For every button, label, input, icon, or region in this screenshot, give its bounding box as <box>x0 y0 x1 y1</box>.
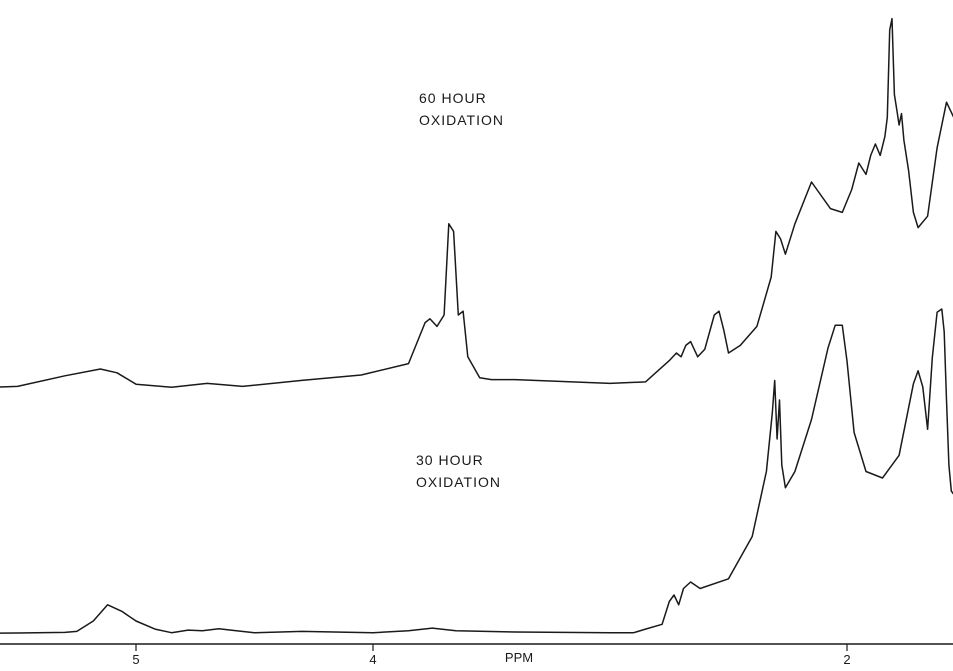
series-line-30-hour <box>0 308 953 634</box>
annotation-30-hour-line-1: 30 HOUR <box>416 452 484 468</box>
annotation-30-hour: 30 HOUR OXIDATION <box>416 452 501 490</box>
x-tick-label-2: 2 <box>843 652 850 667</box>
x-axis-ticks: 5421 <box>132 644 851 667</box>
x-tick-label-5: 5 <box>132 652 139 667</box>
annotation-60-hour: 60 HOUR OXIDATION <box>419 90 504 128</box>
x-axis: 5421 PPM <box>0 643 953 667</box>
traces-group <box>0 17 953 634</box>
x-tick-label-4: 4 <box>369 652 376 667</box>
series-line-60-hour <box>0 17 953 388</box>
annotation-60-hour-line-2: OXIDATION <box>419 112 504 128</box>
annotation-60-hour-line-1: 60 HOUR <box>419 90 487 106</box>
annotation-30-hour-line-2: OXIDATION <box>416 474 501 490</box>
x-axis-label: PPM <box>505 650 533 665</box>
